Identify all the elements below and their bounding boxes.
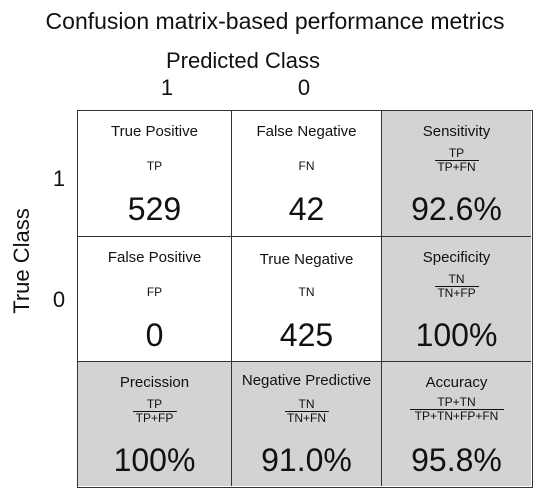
sensitivity-denominator: TP+FN [437,160,476,174]
negative-predictive-cell: Negative Predictive TN TN+FN 91.0% [232,362,382,486]
accuracy-cell: Accuracy TP+TN TP+TN+FP+FN 95.8% [382,362,531,486]
precision-denominator: TP+FP [135,411,174,425]
precision-cell: Precission TP TP+FP 100% [78,362,232,486]
accuracy-numerator: TP+TN [437,395,476,409]
confusion-matrix-grid: True Positive TP 529 False Negative FN 4… [77,110,533,488]
negative-predictive-title: Negative Predictive [241,372,372,389]
sensitivity-numerator: TP [448,146,465,160]
true-negative-abbr: TN [298,285,315,299]
precision-fraction-bar [132,411,177,412]
true-class-axis-label: True Class [9,208,34,314]
specificity-value: 100% [415,317,498,353]
false-positive-abbr: FP [146,285,163,299]
true-negative-title: True Negative [259,251,354,268]
true-positive-title: True Positive [111,123,198,140]
specificity-numerator: TN [448,272,465,286]
specificity-title: Specificity [422,249,491,266]
true-positive-value: 529 [127,191,182,227]
true-negative-value: 425 [279,317,334,353]
accuracy-denominator: TP+TN+FP+FN [414,409,499,423]
precision-value: 100% [113,442,196,478]
accuracy-value: 95.8% [411,442,502,478]
specificity-denominator: TN+FP [437,286,476,300]
figure-title: Confusion matrix-based performance metri… [45,8,505,34]
predicted-class-1-label: 1 [160,75,174,100]
specificity-cell: Specificity TN TN+FP 100% [382,237,531,362]
accuracy-formula: TP+TN TP+TN+FP+FN [382,396,531,423]
true-positive-abbr: TP [146,159,163,173]
false-positive-cell: False Positive FP 0 [78,237,232,362]
sensitivity-fraction-bar [434,160,479,161]
negative-predictive-fraction-bar [284,411,329,412]
specificity-fraction-bar [434,286,479,287]
true-negative-cell: True Negative TN 425 [232,237,382,362]
false-negative-value: 42 [288,191,325,227]
negative-predictive-formula: TN TN+FN [232,398,381,425]
predicted-class-axis-label: Predicted Class [165,48,321,73]
precision-numerator: TP [146,397,163,411]
sensitivity-cell: Sensitivity TP TP+FN 92.6% [382,111,531,237]
false-negative-cell: False Negative FN 42 [232,111,382,237]
precision-title: Precission [119,374,190,391]
sensitivity-title: Sensitivity [422,123,491,140]
false-negative-abbr: FN [298,159,315,173]
false-positive-value: 0 [145,317,164,353]
negative-predictive-denominator: TN+FN [287,411,326,425]
true-class-0-label: 0 [52,287,66,312]
true-positive-cell: True Positive TP 529 [78,111,232,237]
accuracy-title: Accuracy [425,374,488,391]
negative-predictive-numerator: TN [298,397,315,411]
true-class-1-label: 1 [52,166,66,191]
specificity-formula: TN TN+FP [382,273,531,300]
predicted-class-0-label: 0 [297,75,311,100]
false-negative-title: False Negative [256,123,357,140]
false-positive-title: False Positive [107,249,202,266]
sensitivity-formula: TP TP+FN [382,147,531,174]
negative-predictive-value: 91.0% [261,442,352,478]
sensitivity-value: 92.6% [411,191,502,227]
precision-formula: TP TP+FP [78,398,231,425]
accuracy-fraction-bar [409,409,504,410]
